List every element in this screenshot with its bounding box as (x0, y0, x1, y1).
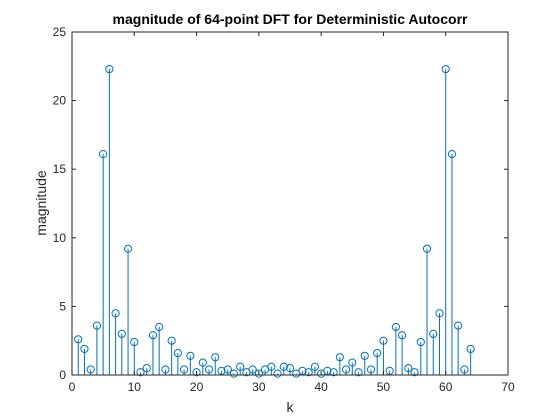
stem-marker (99, 150, 108, 159)
stem-marker (410, 368, 419, 377)
x-axis-label: k (287, 399, 295, 415)
stem-marker (285, 364, 295, 373)
stem-marker (454, 321, 463, 330)
stem-marker (273, 369, 282, 378)
y-tick-label: 25 (53, 25, 67, 39)
stem-marker (460, 365, 469, 374)
stem-marker (348, 358, 357, 367)
stem-marker (416, 337, 425, 347)
x-tick-label: 0 (69, 380, 76, 394)
stem-marker (117, 329, 126, 338)
stem-marker (422, 244, 432, 253)
y-tick-label: 0 (59, 368, 66, 382)
y-tick-label: 10 (53, 231, 67, 245)
x-ticks: 0 10 20 30 40 50 60 70 (69, 32, 515, 394)
stems-group (74, 64, 475, 378)
stem-marker (447, 150, 457, 159)
x-tick-label: 20 (190, 380, 204, 394)
stem-marker (80, 344, 89, 354)
stem-marker (204, 365, 214, 374)
axes-box (71, 31, 509, 376)
stem-marker (267, 362, 276, 371)
stem-marker (229, 369, 239, 378)
stem-marker (298, 366, 307, 375)
x-tick-label: 30 (252, 380, 266, 394)
y-ticks: 0 5 10 15 20 25 (53, 25, 508, 382)
stem-marker (279, 362, 288, 371)
stem-marker (111, 309, 120, 318)
y-tick-label: 5 (59, 299, 66, 313)
stem-marker (161, 365, 170, 374)
stem-marker (130, 337, 139, 347)
stem-marker (142, 364, 151, 373)
stem-marker (404, 364, 413, 373)
stem-marker (360, 351, 369, 360)
stem-marker (466, 344, 475, 354)
stem-marker (74, 335, 83, 344)
stem-marker (366, 365, 376, 374)
stem-marker (155, 322, 164, 332)
x-tick-label: 50 (377, 380, 391, 394)
stem-marker (211, 353, 220, 362)
stem-marker (304, 368, 313, 377)
stem-marker (248, 365, 257, 374)
stem-marker (323, 366, 332, 375)
stem-marker (398, 331, 407, 340)
stem-marker (223, 365, 232, 374)
stem-marker (167, 336, 176, 345)
stem-marker (92, 321, 102, 330)
stem-marker (217, 366, 226, 375)
stem-marker (441, 64, 450, 74)
stem-marker (236, 362, 245, 371)
stem-marker (86, 365, 95, 374)
stem-marker (105, 64, 114, 74)
stem-marker (379, 336, 388, 345)
stem-marker (123, 244, 133, 253)
stem-marker (391, 322, 400, 332)
stem-marker (341, 365, 351, 374)
stem-marker (373, 348, 382, 358)
stem-marker (136, 368, 145, 377)
stem-marker (254, 369, 263, 378)
y-tick-label: 20 (53, 94, 67, 108)
x-tick-label: 60 (439, 380, 453, 394)
stem-marker (148, 331, 158, 340)
stem-marker (173, 348, 182, 358)
stem-marker (335, 353, 344, 362)
y-tick-label: 15 (53, 162, 67, 176)
stem-marker (198, 358, 207, 367)
stem-marker (329, 368, 338, 377)
stem-marker (435, 309, 444, 318)
x-tick-label: 10 (128, 380, 142, 394)
stem-marker (192, 368, 201, 377)
y-axis-label: magnitude (33, 170, 49, 236)
stem-marker (180, 365, 189, 374)
stem-marker (429, 329, 438, 338)
stem-marker (186, 351, 195, 360)
stem-marker (354, 368, 363, 377)
x-tick-label: 70 (501, 380, 515, 394)
x-tick-label: 40 (314, 380, 328, 394)
stem-marker (310, 362, 320, 371)
chart-title: magnitude of 64-point DFT for Determinis… (113, 11, 468, 27)
stem-marker (385, 366, 394, 375)
